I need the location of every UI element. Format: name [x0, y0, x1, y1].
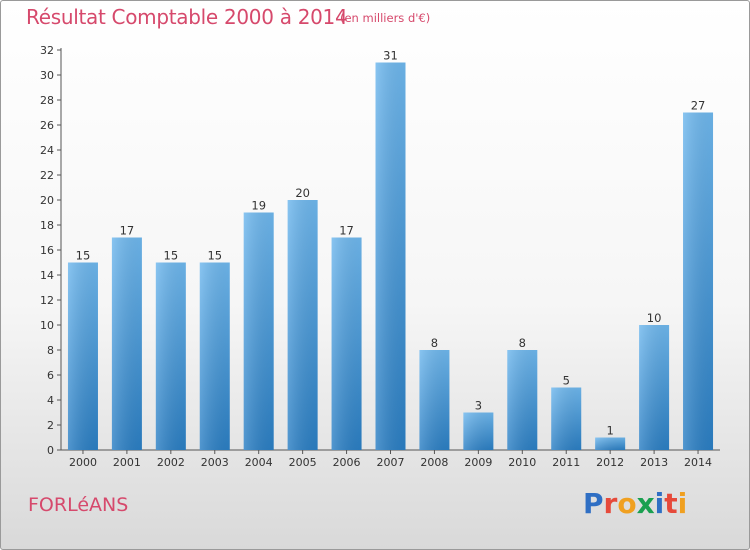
y-tick-label: 2 [47, 419, 54, 432]
logo-letter: i [654, 487, 665, 520]
x-tick-label: 2012 [596, 456, 624, 469]
commune-name: FORLéANS [28, 494, 129, 516]
bar-highlight [111, 237, 142, 450]
bar-value-label: 5 [563, 374, 570, 388]
bar-value-label: 27 [691, 99, 706, 113]
bar-highlight [67, 262, 98, 450]
y-tick-label: 16 [40, 244, 54, 257]
bar-value-label: 17 [339, 224, 354, 238]
bar-highlight [595, 437, 626, 450]
logo-letter: r [603, 487, 618, 520]
y-tick-label: 22 [40, 169, 54, 182]
bar-highlight [419, 350, 450, 450]
x-tick-label: 2007 [377, 456, 405, 469]
y-tick-label: 24 [40, 144, 54, 157]
bar-highlight [155, 262, 186, 450]
proxiti-logo: Proxiti [583, 487, 687, 520]
bar-value-label: 8 [519, 336, 526, 350]
bar-value-label: 17 [120, 224, 135, 238]
x-tick-label: 2003 [201, 456, 229, 469]
bar-highlight [683, 112, 714, 450]
bar-highlight [551, 387, 582, 450]
bar-highlight [507, 350, 538, 450]
y-tick-label: 14 [40, 269, 54, 282]
x-tick-label: 2014 [684, 456, 712, 469]
bar-highlight [375, 62, 406, 450]
bar-value-label: 15 [76, 249, 91, 263]
bar-highlight [287, 200, 318, 450]
logo-letter: x [636, 487, 655, 520]
y-tick-label: 4 [47, 394, 54, 407]
chart-subtitle: (en milliers d'€) [340, 11, 431, 25]
bar-highlight [463, 412, 494, 450]
x-tick-label: 2004 [245, 456, 273, 469]
bar-value-label: 1 [607, 424, 614, 438]
bar-highlight [331, 237, 362, 450]
y-tick-label: 20 [40, 194, 54, 207]
logo-letter: P [583, 487, 604, 520]
x-tick-label: 2006 [333, 456, 361, 469]
y-tick-label: 0 [47, 444, 54, 457]
x-tick-label: 2011 [552, 456, 580, 469]
bar-highlight [639, 325, 670, 450]
bar-value-label: 8 [431, 336, 438, 350]
bar-value-label: 3 [475, 399, 482, 413]
y-tick-label: 6 [47, 369, 54, 382]
bar-value-label: 10 [647, 311, 662, 325]
y-tick-label: 26 [40, 119, 54, 132]
x-tick-label: 2013 [640, 456, 668, 469]
y-tick-label: 30 [40, 69, 54, 82]
x-tick-label: 2001 [113, 456, 141, 469]
chart-title: Résultat Comptable 2000 à 2014 [26, 5, 348, 29]
y-tick-label: 18 [40, 219, 54, 232]
logo-letter: t [664, 487, 678, 520]
bar-value-label: 15 [164, 249, 179, 263]
bar-value-label: 31 [383, 49, 398, 63]
y-tick-label: 12 [40, 294, 54, 307]
x-tick-label: 2005 [289, 456, 317, 469]
y-tick-label: 28 [40, 94, 54, 107]
y-tick-label: 8 [47, 344, 54, 357]
x-tick-label: 2010 [508, 456, 536, 469]
bar-highlight [243, 212, 274, 450]
bar-value-label: 20 [295, 186, 310, 200]
x-tick-label: 2008 [420, 456, 448, 469]
bar-highlight [199, 262, 230, 450]
logo-letter: i [677, 487, 688, 520]
logo-letter: o [617, 487, 637, 520]
y-tick-label: 32 [40, 44, 54, 57]
bar-value-label: 19 [251, 199, 266, 213]
x-tick-label: 2002 [157, 456, 185, 469]
y-tick-label: 10 [40, 319, 54, 332]
x-tick-label: 2009 [464, 456, 492, 469]
bar-value-label: 15 [207, 249, 222, 263]
x-tick-label: 2000 [69, 456, 97, 469]
